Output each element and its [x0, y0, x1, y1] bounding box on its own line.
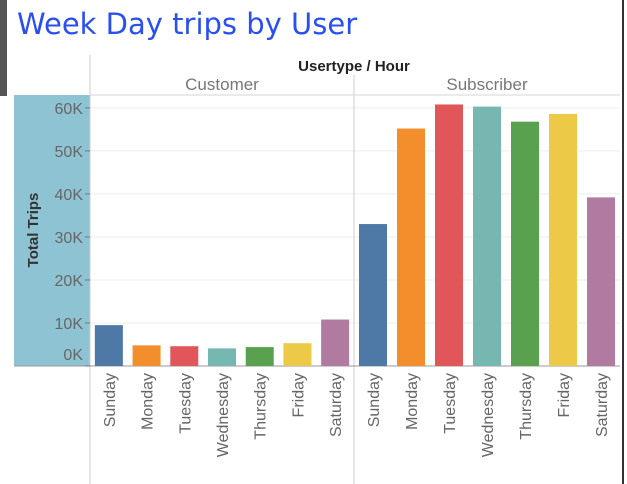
bar-subscriber-wednesday[interactable]	[473, 106, 501, 366]
y-tick-label: 40K	[55, 187, 84, 204]
bar-subscriber-monday[interactable]	[397, 128, 425, 366]
x-tick-label: Friday	[290, 373, 307, 417]
pane-label-subscriber: Subscriber	[446, 75, 528, 94]
bar-subscriber-thursday[interactable]	[511, 121, 539, 367]
y-tick-label: 60K	[55, 101, 84, 118]
grid-lines	[90, 107, 620, 324]
bar-customer-wednesday[interactable]	[208, 348, 236, 366]
bar-customer-thursday[interactable]	[245, 347, 274, 366]
x-tick-label: Thursday	[253, 373, 270, 440]
pane-label-customer: Customer	[185, 75, 259, 94]
x-tick-label: Wednesday	[215, 373, 232, 457]
y-tick-label: 30K	[55, 230, 84, 247]
x-tick-label: Sunday	[102, 373, 119, 427]
x-axis-ticks: Sunday Monday Tuesday Wednesday Thursday Frid…	[102, 373, 611, 457]
window-edge-strip	[0, 0, 7, 96]
column-header: Usertype / Hour	[298, 58, 410, 75]
x-tick-label: Saturday	[594, 373, 611, 437]
x-tick-label: Friday	[556, 373, 573, 417]
bar-customer-sunday[interactable]	[94, 325, 123, 366]
y-tick-label: 0K	[63, 347, 83, 364]
right-border	[622, 0, 624, 484]
bars	[94, 104, 615, 367]
x-tick-label: Tuesday	[442, 373, 459, 434]
page-title: Week Day trips by User	[17, 7, 358, 41]
bar-subscriber-tuesday[interactable]	[435, 104, 463, 366]
x-tick-label: Monday	[140, 373, 157, 430]
x-tick-label: Saturday	[328, 373, 345, 437]
y-tick-label: 50K	[55, 144, 84, 161]
bar-subscriber-friday[interactable]	[549, 113, 577, 366]
x-tick-label: Tuesday	[177, 373, 194, 434]
y-axis-label-band	[14, 95, 90, 366]
bar-subscriber-saturday[interactable]	[587, 197, 615, 366]
y-axis-title: Total Trips	[25, 193, 42, 268]
x-tick-label: Sunday	[366, 373, 383, 427]
x-tick-label: Wednesday	[480, 373, 497, 457]
y-tick-label: 20K	[55, 273, 84, 290]
bar-subscriber-sunday[interactable]	[359, 224, 387, 366]
y-tick-label: 10K	[55, 316, 84, 333]
bar-customer-monday[interactable]	[132, 345, 161, 366]
bar-customer-friday[interactable]	[283, 343, 312, 366]
y-axis-ticks: 0K 10K 20K 30K 40K 50K 60K	[55, 101, 90, 367]
bar-customer-saturday[interactable]	[321, 319, 350, 366]
x-tick-label: Thursday	[518, 373, 535, 440]
bar-customer-tuesday[interactable]	[170, 346, 199, 366]
x-tick-label: Monday	[404, 373, 421, 430]
